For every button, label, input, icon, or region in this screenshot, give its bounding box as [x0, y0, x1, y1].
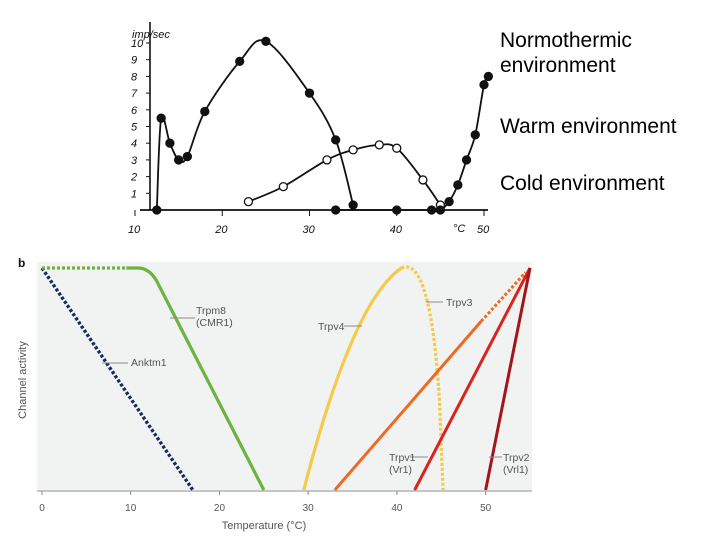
panel-a-y-tick-label: 8 [131, 71, 138, 83]
panel-b-x-tick-label: 20 [214, 503, 226, 514]
panel-b-curve-anktm1 [40, 267, 195, 491]
panel-a-data-point [444, 196, 454, 207]
label-cold: Cold environment [500, 172, 665, 195]
panel-a-data-point [435, 205, 446, 215]
panel-a-series-line [155, 39, 354, 211]
panel-b-x-label: Temperature (°C) [222, 520, 306, 532]
panel-b-curve-trpv1 [413, 267, 532, 491]
panel-a-data-point [243, 196, 254, 207]
panel-b-curve-trpv2 [484, 267, 532, 491]
panel-a-data-point [453, 180, 463, 190]
panel-a-y-label: imp/sec [132, 29, 170, 41]
panel-b-x-tick-label: 40 [391, 503, 403, 514]
panel-b-curve-trpm8 [126, 266, 266, 491]
panel-b-x-tick-label: 0 [39, 503, 45, 514]
label-normothermic: Normothermic environment [500, 29, 632, 77]
panel-b-annotation-trpv1: Trpv1 [389, 452, 416, 464]
panel-a-y-tick-label: 10 [131, 38, 144, 50]
panel-a-x-tick-label: 50 [477, 224, 490, 236]
panel-a-series-line [335, 75, 490, 212]
panel-a-data-point [152, 205, 162, 215]
panel-b-curve-trpv4 [302, 266, 403, 491]
panel-b-background [37, 262, 532, 492]
panel-a-data-point [461, 155, 472, 165]
panel-b-annotation-trpm8: Trpm8 [196, 305, 226, 317]
panel-a-data-point [392, 205, 402, 215]
panel-b-label: b [18, 256, 25, 270]
panel-a-data-point [261, 36, 271, 46]
panel-a-data-point [470, 130, 480, 140]
panel-a-data-point [331, 205, 341, 215]
panel-a-y-tick-label: 2 [130, 172, 137, 184]
panel-a-x-tick-label: 30 [303, 224, 316, 236]
panel-a-data-point [418, 175, 428, 185]
panel-a-data-point [304, 88, 315, 98]
panel-a-data-point [156, 113, 166, 123]
panel-b-annotation-trpv1: (Vr1) [389, 464, 412, 476]
panel-a-data-point [322, 155, 332, 165]
panel-a-data-point [278, 181, 288, 192]
panel-a-data-point [426, 205, 437, 215]
panel-b-annotation-trpv2: (Vrl1) [503, 464, 528, 476]
label-warm: Warm environment [500, 115, 677, 138]
panel-a-data-point [235, 56, 245, 67]
panel-b-annotation-trpv3: Trpv3 [446, 297, 473, 309]
panel-b-x-tick-label: 30 [303, 503, 315, 514]
panel-b-annotation-trpv4: Trpv4 [318, 321, 345, 333]
panel-b-y-label: Channel activity [17, 341, 29, 419]
panel-b-annotation-trpm8: (CMR1) [196, 317, 233, 329]
panel-a-chart: 1 2 3 4 5 6 7 8 9 10 10 20 30 40 50 imp/sec °C [128, 22, 494, 236]
panel-b-annotation-trpv2: Trpv2 [503, 452, 530, 464]
panel-a-data-point [200, 106, 210, 117]
panel-a-data-point [483, 71, 494, 82]
panel-a-data-point [173, 155, 184, 165]
panel-a-y-tick-label: 7 [131, 88, 138, 100]
panel-b-chart: b 0 10 20 30 40 50 Temperature (°C) Channel acti… [17, 256, 532, 532]
panel-b-annotation-anktm1: Anktm1 [131, 357, 167, 369]
panel-a-data-point [165, 138, 175, 148]
panel-a-data-point [392, 143, 402, 153]
panel-a-data-point [348, 145, 358, 155]
panel-a-x-tick-label: 20 [214, 224, 228, 236]
panel-a-y-tick-label: 1 [131, 188, 137, 200]
panel-a-series-line [248, 143, 442, 206]
panel-b-x-tick-label: 10 [125, 503, 137, 514]
panel-a-data-point [331, 135, 341, 145]
panel-a-y-tick-label: 6 [131, 105, 138, 117]
panel-a-x-label: °C [453, 223, 465, 235]
panel-a-x-tick-label: 10 [128, 224, 141, 236]
panel-b-curve-trpv4 [400, 265, 445, 491]
panel-b-curve-trpv3 [333, 320, 483, 491]
panel-a-data-point [479, 80, 489, 90]
panel-a-data-point [374, 140, 384, 150]
panel-b-curve-trpv3 [480, 271, 527, 323]
panel-a-y-tick-label: 3 [131, 155, 138, 167]
panel-a-y-tick-label: 4 [131, 138, 137, 150]
panel-b-x-tick-label: 50 [480, 503, 492, 514]
panel-a-data-point [182, 151, 193, 162]
panel-a-x-tick-label: 40 [390, 224, 403, 236]
panel-a-y-tick-label: 9 [131, 55, 137, 67]
panel-a-y-tick-label: 5 [131, 122, 138, 134]
panel-a-data-point [348, 200, 358, 210]
